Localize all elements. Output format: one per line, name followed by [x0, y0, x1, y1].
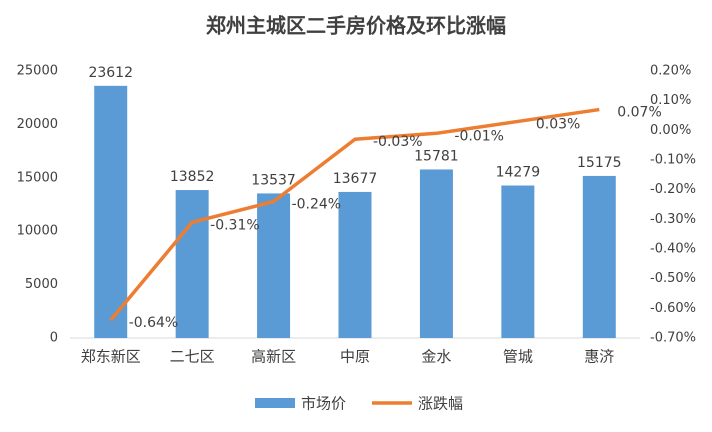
x-tick-label: 管城 [503, 348, 533, 366]
bar [501, 185, 535, 338]
y2-tick-label: -0.40% [650, 242, 696, 257]
chart-title: 郑州主城区二手房价格及环比涨幅 [206, 14, 506, 38]
y-tick-label: 25000 [17, 64, 58, 79]
y2-tick-label: -0.30% [650, 212, 696, 227]
bar-value-label: 15781 [414, 148, 459, 164]
y2-tick-label: 0.20% [650, 64, 691, 79]
bar-value-label: 13537 [251, 172, 296, 188]
x-tick-label: 惠济 [584, 348, 614, 366]
line-value-label: -0.31% [210, 217, 260, 233]
y-tick-label: 15000 [17, 170, 58, 185]
line-value-label: -0.24% [292, 197, 342, 213]
bar-value-label: 13852 [170, 169, 215, 185]
x-tick-label: 郑东新区 [81, 348, 141, 366]
y2-tick-label: 0.00% [650, 123, 691, 138]
bar-value-label: 13677 [333, 171, 378, 187]
line-value-label: 0.07% [617, 105, 661, 121]
line-value-label: -0.03% [373, 134, 423, 150]
y2-tick-label: -0.50% [650, 271, 696, 286]
y2-tick-label: -0.10% [650, 153, 696, 168]
y-tick-label: 5000 [25, 277, 58, 292]
line-value-label: 0.03% [536, 116, 580, 132]
y2-tick-label: 0.10% [650, 93, 691, 108]
y2-tick-label: -0.60% [650, 301, 696, 316]
bar-value-label: 14279 [496, 165, 541, 181]
bar [257, 193, 291, 338]
legend-label: 涨跌幅 [418, 395, 463, 413]
line-value-label: -0.01% [454, 128, 504, 144]
line-value-label: -0.64% [129, 315, 179, 331]
line [109, 107, 600, 322]
x-tick-label: 高新区 [251, 348, 296, 366]
bar [582, 175, 616, 338]
y-tick-label: 20000 [17, 117, 58, 132]
x-tick-label: 中原 [340, 348, 370, 366]
legend-swatch [255, 398, 295, 408]
bar-value-label: 23612 [88, 65, 133, 81]
bar [94, 85, 128, 338]
y2-tick-label: -0.20% [650, 182, 696, 197]
y-tick-label: 10000 [17, 224, 58, 239]
x-tick-label: 金水 [421, 348, 451, 366]
y-tick-label: 0 [50, 331, 58, 346]
y2-tick-label: -0.70% [650, 331, 696, 346]
x-tick-label: 二七区 [170, 348, 215, 366]
bar [419, 169, 453, 338]
bar [175, 190, 209, 338]
bar-value-label: 15175 [577, 155, 622, 171]
bar [338, 191, 372, 338]
legend-label: 市场价 [301, 395, 346, 413]
